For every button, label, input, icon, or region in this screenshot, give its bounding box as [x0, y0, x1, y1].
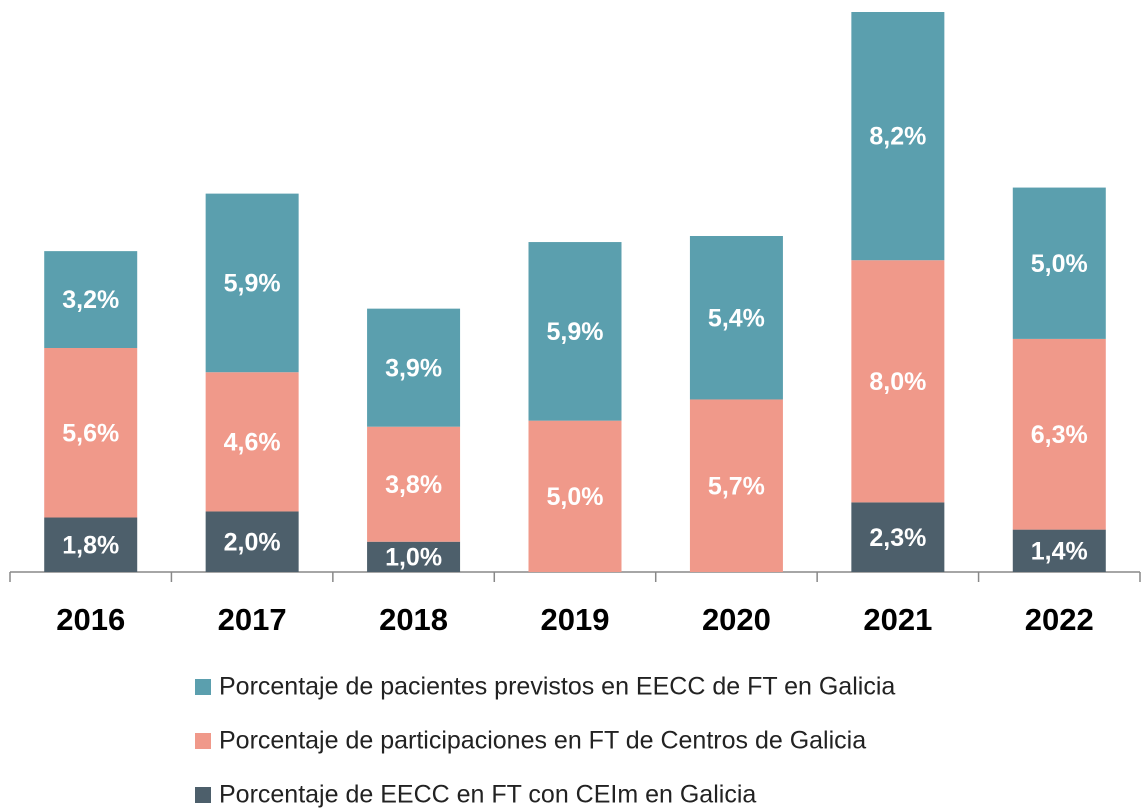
legend-label: Porcentaje de participaciones en FT de C… — [219, 727, 866, 755]
legend-swatch — [195, 679, 211, 695]
x-tick-label: 2016 — [56, 602, 125, 637]
bar-segment — [44, 348, 138, 518]
x-tick-label: 2020 — [702, 602, 771, 637]
bar-segment — [1012, 338, 1106, 530]
bar-segment — [205, 193, 299, 373]
bar-segment — [851, 12, 945, 261]
bar-segment — [44, 517, 138, 572]
legend-swatch — [195, 733, 211, 749]
data-label: 2,0% — [224, 528, 281, 556]
bar-segment — [851, 502, 945, 572]
data-label: 8,0% — [869, 368, 926, 396]
data-label: 3,8% — [385, 471, 442, 499]
x-tick-label: 2019 — [541, 602, 610, 637]
x-tick-label: 2018 — [379, 602, 448, 637]
data-label: 1,4% — [1031, 537, 1088, 565]
data-label: 1,0% — [385, 543, 442, 571]
data-label: 5,0% — [547, 483, 604, 511]
bar-segment — [689, 236, 783, 400]
legend-label: Porcentaje de EECC en FT con CEIm en Gal… — [219, 781, 756, 808]
data-label: 6,3% — [1031, 421, 1088, 449]
data-label: 3,9% — [385, 354, 442, 382]
data-label: 8,2% — [869, 123, 926, 151]
bar-segment — [528, 420, 622, 572]
bar-segment — [205, 511, 299, 572]
data-label: 1,8% — [62, 531, 119, 559]
x-tick-label: 2017 — [218, 602, 287, 637]
data-label: 5,7% — [708, 472, 765, 500]
bar-segment — [851, 260, 945, 503]
data-label: 4,6% — [224, 428, 281, 456]
bar-segment — [528, 242, 622, 421]
x-tick-label: 2022 — [1025, 602, 1094, 637]
data-label: 5,4% — [708, 304, 765, 332]
bar-segment — [1012, 529, 1106, 572]
legend-swatch — [195, 787, 211, 803]
data-label: 5,9% — [547, 318, 604, 346]
data-label: 2,3% — [869, 524, 926, 552]
bar-segment — [367, 426, 461, 542]
bar-segment — [1012, 187, 1106, 339]
bar-segment — [689, 399, 783, 572]
data-label: 5,9% — [224, 270, 281, 298]
legend-label: Porcentaje de pacientes previstos en EEC… — [219, 673, 895, 701]
bar-segment — [367, 541, 461, 572]
bar-segment — [367, 308, 461, 427]
bar-segment — [44, 251, 138, 348]
data-label: 5,6% — [62, 419, 119, 447]
x-tick-label: 2021 — [863, 602, 932, 637]
data-label: 3,2% — [62, 286, 119, 314]
data-label: 5,0% — [1031, 250, 1088, 278]
bar-segment — [205, 372, 299, 512]
